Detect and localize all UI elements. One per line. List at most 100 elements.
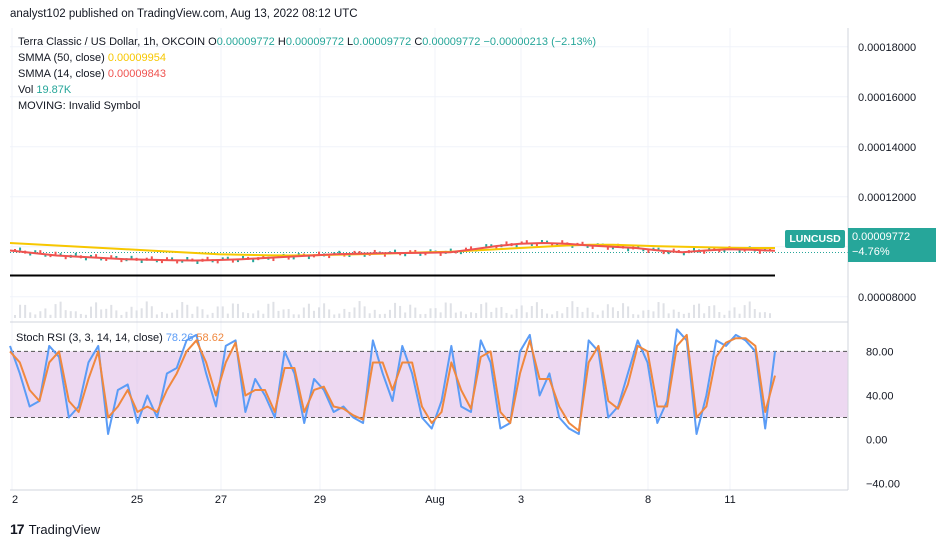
volume-bar <box>642 310 645 318</box>
volume-bar <box>120 314 123 318</box>
candle <box>708 247 711 251</box>
volume-bar <box>657 302 660 318</box>
volume-bar <box>622 303 625 318</box>
time-tick-label: 25 <box>131 494 143 506</box>
candle <box>166 257 169 261</box>
volume-bar <box>571 301 574 318</box>
candle <box>414 249 417 253</box>
candle <box>662 251 665 255</box>
candle <box>682 252 685 256</box>
volume-bar <box>34 314 37 318</box>
volume-bar <box>743 305 746 318</box>
volume-bar <box>302 307 305 318</box>
volume-bar <box>211 312 214 318</box>
candle <box>338 250 341 254</box>
candle <box>404 253 407 257</box>
time-tick-label: 2 <box>12 494 18 506</box>
volume-bar <box>14 315 16 318</box>
volume-bar <box>292 314 295 318</box>
volume-bar <box>277 310 280 318</box>
candle <box>130 255 133 259</box>
volume-bar <box>434 308 437 318</box>
volume-bar <box>333 314 336 318</box>
candle <box>171 257 174 261</box>
publisher-line: analyst102 published on TradingView.com,… <box>10 8 358 20</box>
moving-label: MOVING: Invalid Symbol <box>18 100 141 112</box>
volume-bar <box>287 309 290 318</box>
volume-bar <box>39 311 42 318</box>
volume-bar <box>373 309 376 318</box>
candle <box>328 255 331 259</box>
candle <box>439 252 442 256</box>
volume-bar <box>606 304 609 318</box>
volume-bar <box>546 313 549 318</box>
price-tick-label: 0.00012000 <box>858 192 916 204</box>
candle <box>29 252 32 256</box>
symbol-name[interactable]: Terra Classic / US Dollar, 1h, OKCOIN <box>18 36 206 48</box>
candle <box>571 244 574 248</box>
stoch-axis: 80.00 40.00 0.00 −40.00 <box>866 346 900 490</box>
volume-bar <box>135 310 138 318</box>
volume-value: 19.87K <box>36 84 72 96</box>
symbol-legend-row: Terra Classic / US Dollar, 1h, OKCOIN O0… <box>18 34 596 50</box>
price-tick-label: 0.00018000 <box>858 42 916 54</box>
volume-bar <box>703 313 706 318</box>
volume-bar <box>262 313 265 318</box>
volume-bar <box>616 311 619 318</box>
stoch-tick-label: 40.00 <box>866 390 894 402</box>
candle <box>206 256 209 260</box>
volume-bar <box>90 306 93 318</box>
smma50-legend[interactable]: SMMA (50, close) 0.00009954 <box>18 50 166 66</box>
smma50-label: SMMA (50, close) <box>18 52 105 64</box>
volume-bar <box>69 311 72 318</box>
stoch-legend[interactable]: Stoch RSI (3, 3, 14, 14, close) 78.26 58… <box>16 330 224 346</box>
volume-bar <box>247 313 250 318</box>
price-axis: 0.00018000 0.00016000 0.00014000 0.00012000… <box>858 42 916 304</box>
volume-bar <box>343 308 346 318</box>
tradingview-brand[interactable]: 17 TradingView <box>10 521 100 537</box>
candle <box>672 248 675 252</box>
time-tick-label: Aug <box>425 494 445 506</box>
volume-bar <box>318 307 321 318</box>
ohlc-low-value: 0.00009772 <box>353 36 412 48</box>
moving-legend[interactable]: MOVING: Invalid Symbol <box>18 98 140 114</box>
volume-bar <box>186 304 189 318</box>
volume-bar <box>520 305 523 318</box>
volume-bar <box>201 309 204 318</box>
stoch-tick-label: −40.00 <box>866 479 900 491</box>
tradingview-name: TradingView <box>28 521 101 537</box>
volume-bar <box>738 313 741 318</box>
candle <box>515 244 518 248</box>
volume-bar <box>561 313 564 318</box>
candle <box>348 254 351 258</box>
volume-bar <box>130 306 133 318</box>
volume-bar <box>79 313 82 318</box>
volume-bar <box>424 313 427 318</box>
volume-bar <box>125 311 128 318</box>
volume-bar <box>155 314 158 318</box>
volume-bar <box>485 302 488 318</box>
volume-bar <box>358 301 361 318</box>
candle <box>703 250 706 254</box>
stoch-d-line <box>9 333 776 432</box>
volume-bar <box>353 307 356 318</box>
volume-bar <box>439 312 442 318</box>
volume-bar <box>459 311 462 318</box>
volume-bar <box>388 309 391 318</box>
candle <box>318 251 321 255</box>
volume-bar <box>29 312 32 318</box>
volume-bar <box>576 306 579 318</box>
smma14-legend[interactable]: SMMA (14, close) 0.00009843 <box>18 66 166 82</box>
candle <box>495 246 498 250</box>
volume-bar <box>540 308 543 318</box>
volume-bar <box>692 304 695 318</box>
volume-bar <box>378 314 381 318</box>
volume-legend[interactable]: Vol 19.87K <box>18 82 71 98</box>
volume-bar <box>505 312 508 318</box>
candle <box>59 253 62 257</box>
volume-bar <box>601 310 604 318</box>
volume-bar <box>454 312 457 318</box>
candle <box>19 247 22 251</box>
ohlc-close-value: 0.00009772 <box>422 36 481 48</box>
volume-bar <box>64 310 67 318</box>
